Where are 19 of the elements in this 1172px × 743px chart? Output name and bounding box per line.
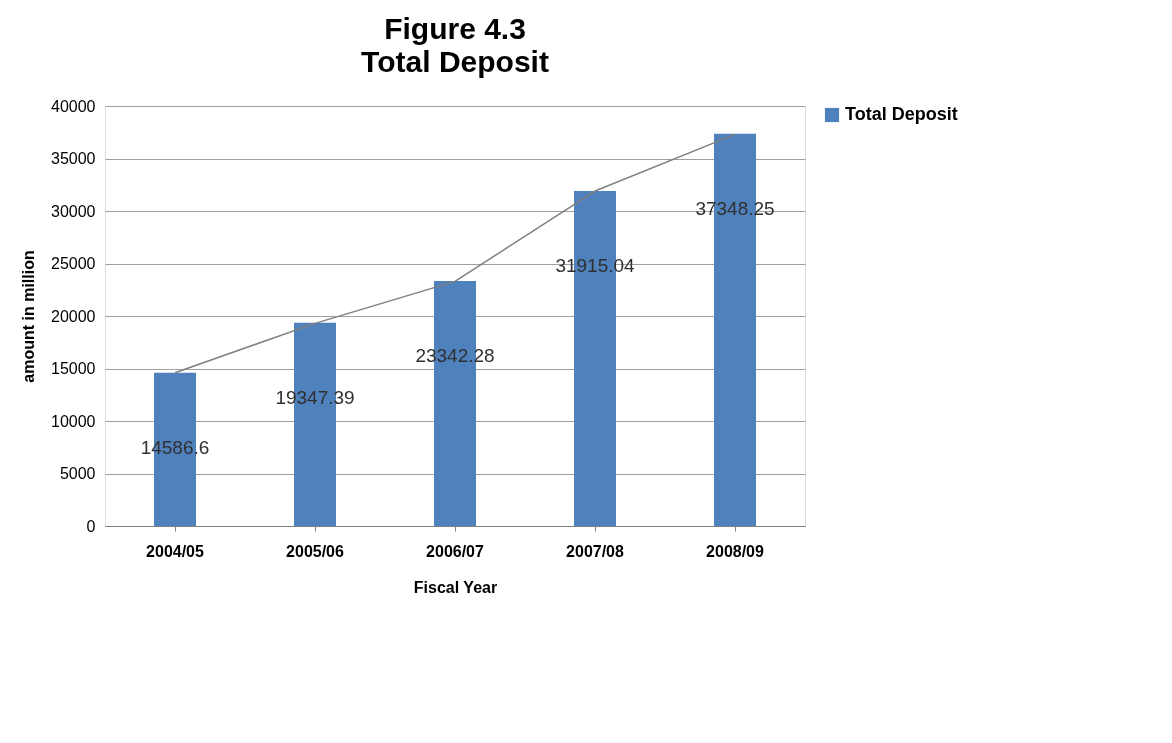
x-tick-label: 2006/07 (426, 542, 485, 560)
x-axis-title: Fiscal Year (413, 578, 498, 596)
chart-subtitle: Total Deposit (361, 45, 549, 78)
y-tick-label: 25000 (51, 255, 96, 272)
y-tick-label: 15000 (51, 360, 96, 377)
y-tick-label: 10000 (51, 412, 96, 430)
y-tick-label: 35000 (51, 150, 96, 167)
legend-label: Total Deposit (845, 104, 958, 124)
chart-title: Figure 4.3 (384, 12, 526, 45)
x-tick-label: 2004/05 (146, 542, 205, 560)
y-tick-label: 0 (86, 517, 96, 535)
y-tick-label: 5000 (59, 465, 96, 482)
y-tick-label: 30000 (51, 202, 96, 220)
y-tick-label: 20000 (51, 307, 96, 325)
x-tick-label: 2005/06 (286, 542, 345, 560)
y-axis-title: amount in million (20, 250, 38, 383)
x-tick-label: 2007/08 (566, 542, 625, 560)
y-tick-label: 40000 (51, 97, 96, 115)
x-tick-label: 2008/09 (706, 542, 765, 560)
